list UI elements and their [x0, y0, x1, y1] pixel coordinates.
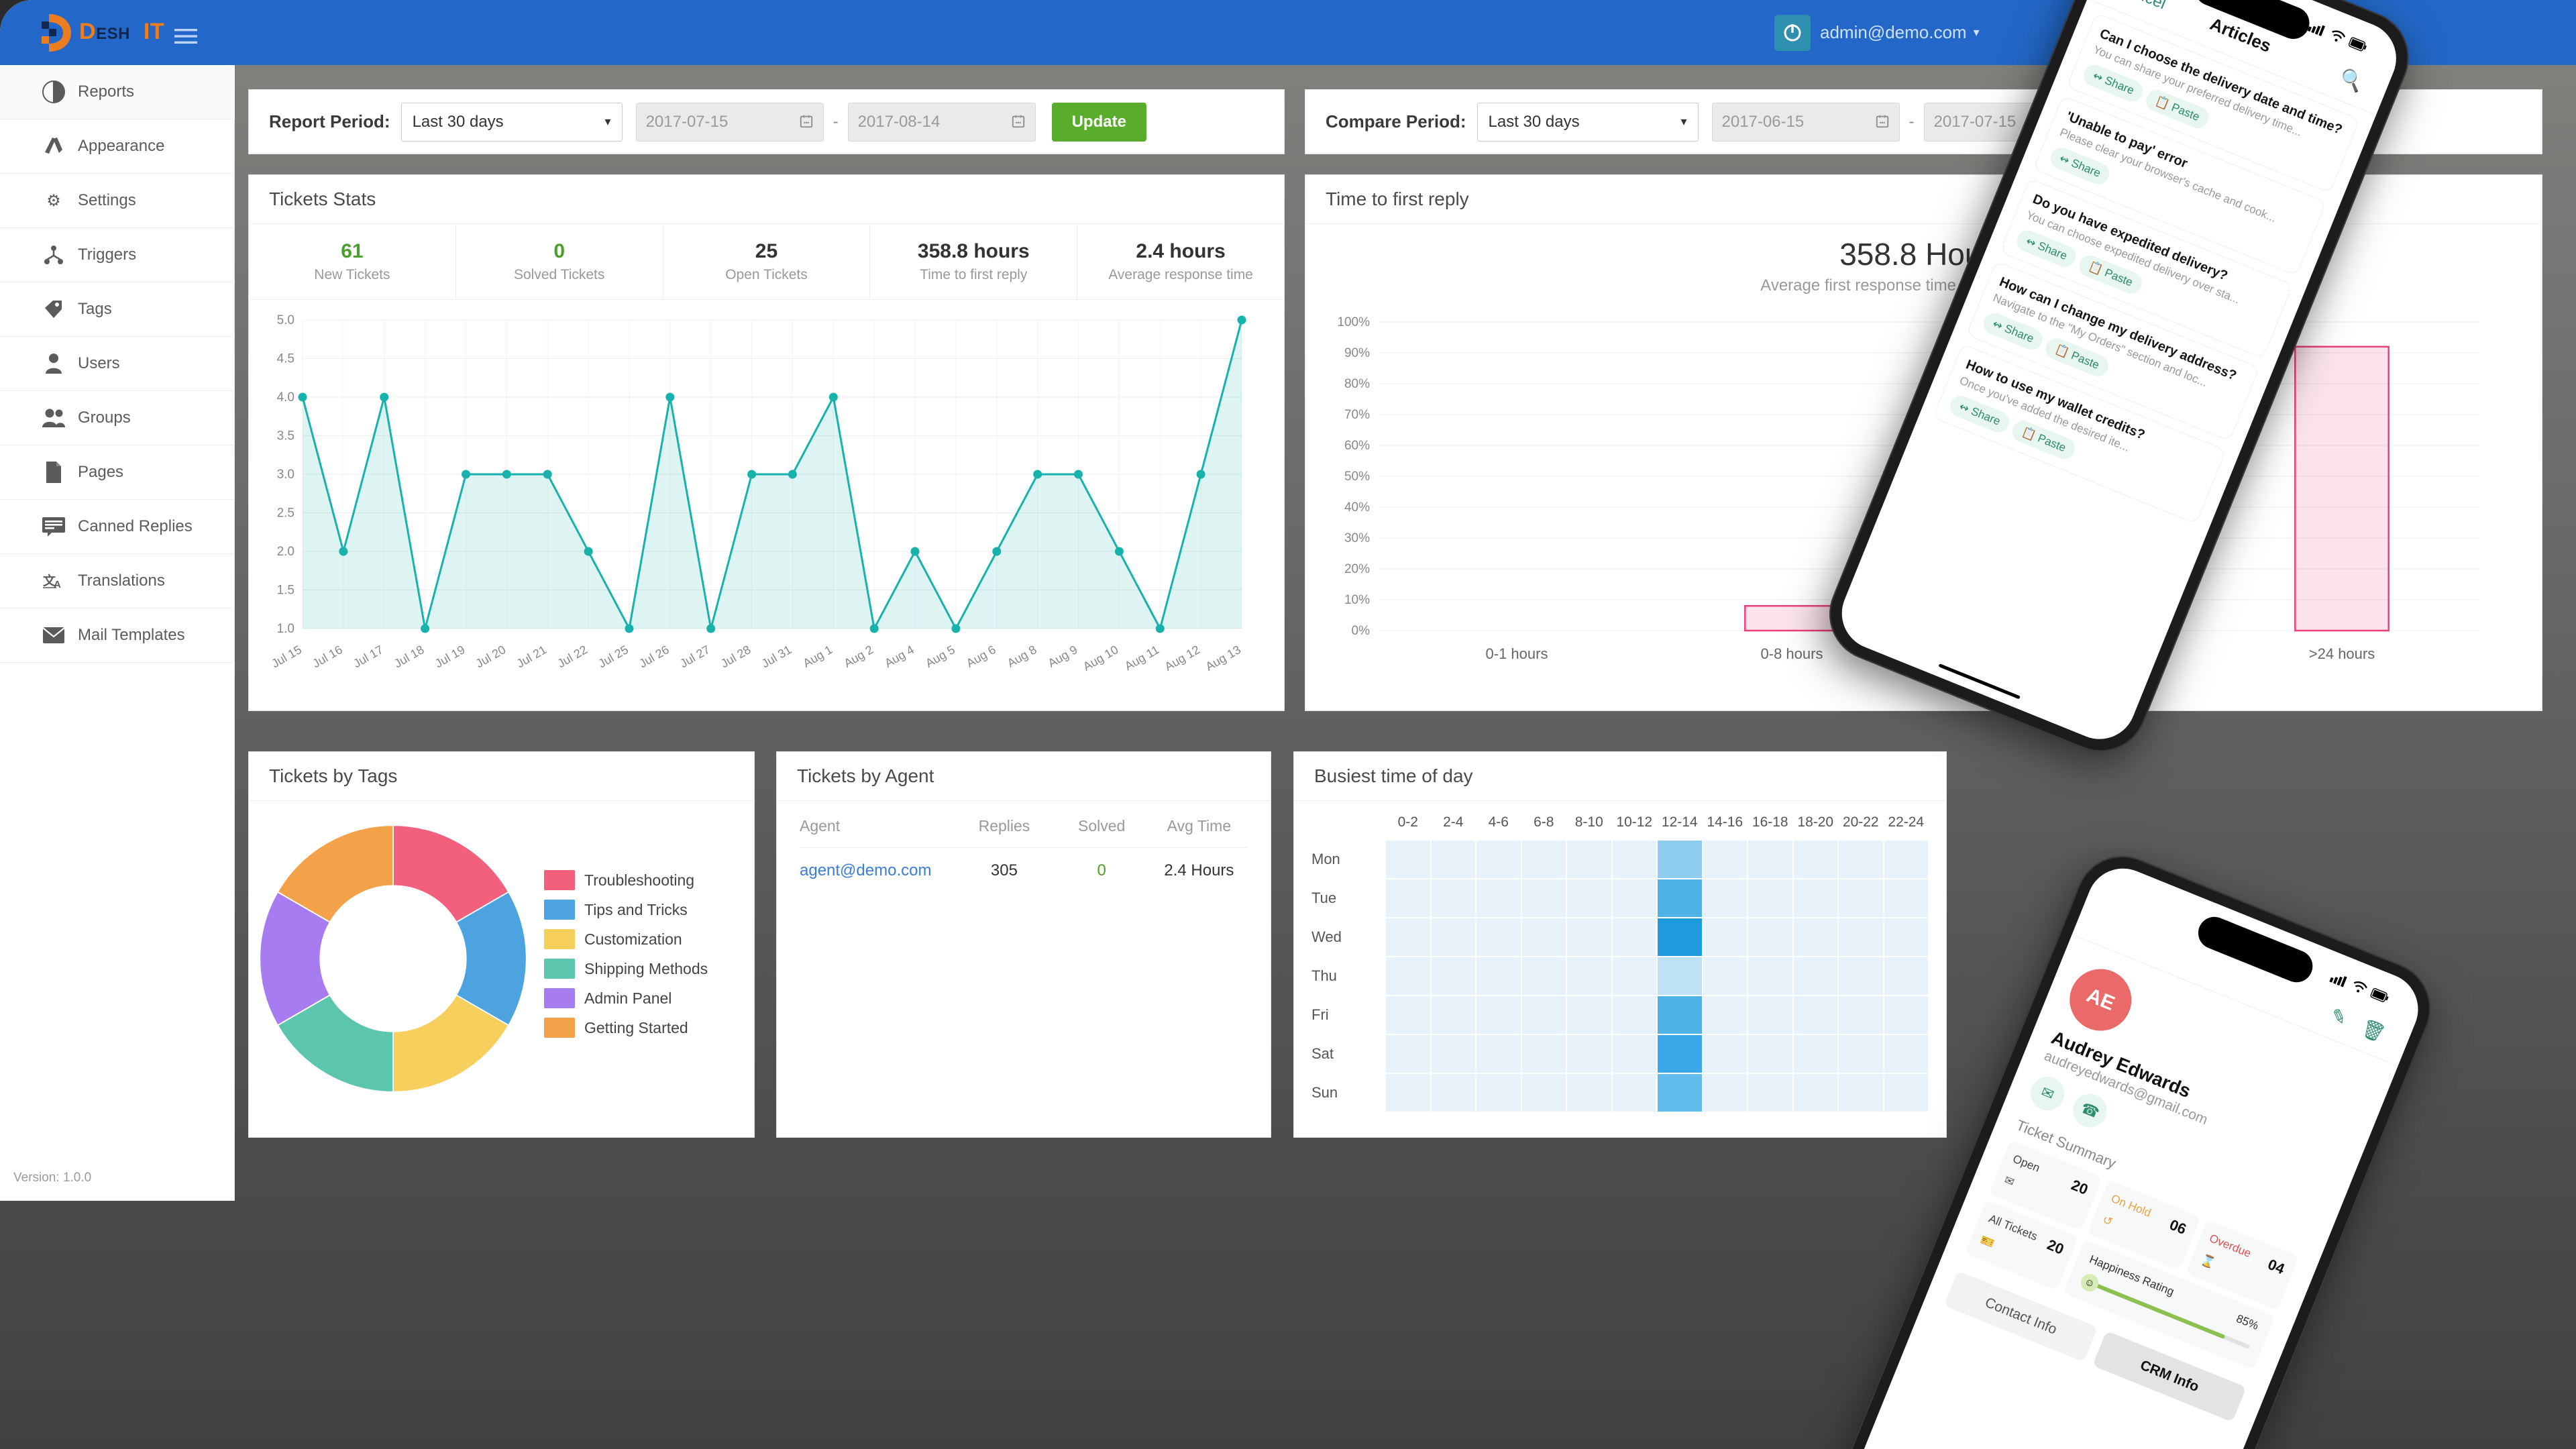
- svg-text:3.0: 3.0: [277, 468, 294, 482]
- svg-text:1.0: 1.0: [277, 622, 294, 636]
- svg-text:Aug 11: Aug 11: [1122, 643, 1161, 673]
- svg-text:0-8 hours: 0-8 hours: [1761, 645, 1823, 662]
- svg-text:Aug 12: Aug 12: [1163, 643, 1202, 674]
- svg-text:30%: 30%: [1344, 531, 1370, 545]
- svg-text:2.0: 2.0: [277, 545, 294, 559]
- svg-text:Aug 4: Aug 4: [882, 643, 916, 670]
- svg-text:20%: 20%: [1344, 562, 1370, 576]
- svg-text:60%: 60%: [1344, 439, 1370, 453]
- svg-text:Jul 22: Jul 22: [555, 643, 590, 670]
- svg-text:0%: 0%: [1352, 624, 1371, 638]
- svg-text:2.5: 2.5: [277, 506, 294, 521]
- svg-text:0-1 hours: 0-1 hours: [1486, 645, 1548, 662]
- svg-text:100%: 100%: [1337, 315, 1370, 329]
- svg-text:70%: 70%: [1344, 408, 1370, 422]
- svg-text:10%: 10%: [1344, 593, 1370, 607]
- svg-text:Jul 26: Jul 26: [637, 643, 672, 670]
- svg-text:Aug 10: Aug 10: [1081, 643, 1120, 674]
- svg-text:Aug 9: Aug 9: [1046, 643, 1080, 670]
- svg-text:Jul 16: Jul 16: [310, 643, 345, 670]
- svg-text:Jul 21: Jul 21: [515, 643, 549, 670]
- svg-text:5.0: 5.0: [277, 313, 294, 327]
- svg-text:90%: 90%: [1344, 346, 1370, 360]
- svg-text:Aug 5: Aug 5: [923, 643, 957, 670]
- svg-text:Jul 18: Jul 18: [392, 643, 427, 670]
- svg-text:4.0: 4.0: [277, 390, 294, 405]
- svg-text:A: A: [54, 579, 61, 590]
- svg-text:40%: 40%: [1344, 500, 1370, 515]
- svg-text:1.5: 1.5: [277, 584, 294, 598]
- svg-text:Jul 31: Jul 31: [759, 643, 794, 670]
- svg-text:Jul 20: Jul 20: [474, 643, 508, 670]
- svg-text:50%: 50%: [1344, 470, 1370, 484]
- svg-text:3.5: 3.5: [277, 429, 294, 443]
- svg-text:Jul 25: Jul 25: [596, 643, 631, 670]
- svg-text:Jul 17: Jul 17: [351, 643, 386, 670]
- svg-text:80%: 80%: [1344, 377, 1370, 391]
- svg-text:Aug 6: Aug 6: [964, 643, 998, 670]
- svg-text:4.5: 4.5: [277, 352, 294, 366]
- svg-text:>24 hours: >24 hours: [2309, 645, 2375, 662]
- svg-text:Aug 13: Aug 13: [1203, 643, 1243, 674]
- svg-text:Aug 8: Aug 8: [1005, 643, 1039, 670]
- svg-text:Jul 28: Jul 28: [718, 643, 753, 670]
- svg-text:Aug 1: Aug 1: [801, 643, 835, 670]
- svg-text:Jul 27: Jul 27: [678, 643, 712, 670]
- svg-text:Jul 15: Jul 15: [269, 643, 304, 670]
- svg-text:Jul 19: Jul 19: [433, 643, 468, 670]
- svg-text:Aug 2: Aug 2: [841, 643, 875, 670]
